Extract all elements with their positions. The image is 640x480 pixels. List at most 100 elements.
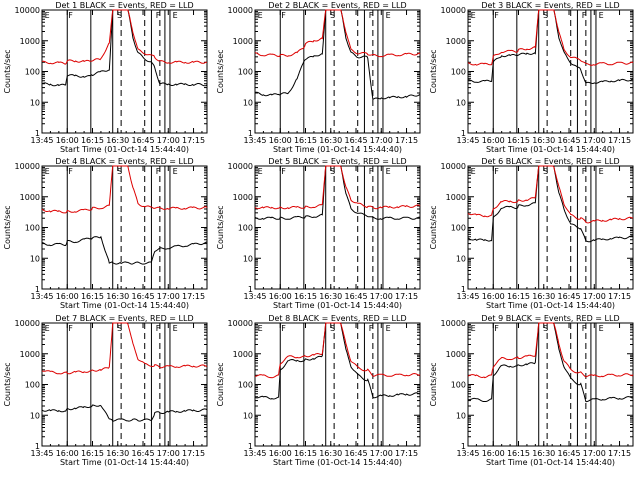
y-tick-label: 1000 <box>20 193 40 202</box>
x-tick-label: 16:15 <box>81 449 104 458</box>
y-tick-label: 10000 <box>15 319 40 328</box>
state-marker-label: F <box>68 324 73 333</box>
state-marker-label: F <box>281 324 286 333</box>
plot-frame <box>254 9 421 134</box>
chart-title: Det 4 BLACK = Events, RED = LLD <box>55 157 193 166</box>
y-axis-label: Counts/sec <box>3 362 12 406</box>
y-tick-label: 1000 <box>446 193 466 202</box>
state-marker-label: E <box>599 324 604 333</box>
chart-title: Det 7 BLACK = Events, RED = LLD <box>55 314 193 323</box>
y-tick-label: 10 <box>456 98 466 107</box>
x-tick-label: 16:30 <box>532 449 555 458</box>
x-tick-label: 16:45 <box>557 136 580 145</box>
series-lld-line <box>254 165 421 210</box>
x-tick-label: 17:15 <box>182 136 205 145</box>
y-tick-label: 10000 <box>228 319 253 328</box>
x-tick-label: 17:15 <box>395 449 418 458</box>
chart-panel-4: Det 4 BLACK = Events, RED = LLD 1 10 100 100… <box>3 157 208 310</box>
x-tick-label: 16:45 <box>344 136 367 145</box>
x-tick-label: 16:30 <box>319 292 342 301</box>
y-tick-label: 10 <box>243 254 253 263</box>
state-marker-label: E <box>386 324 391 333</box>
state-marker-label: F <box>494 11 499 20</box>
x-tick-label: 16:30 <box>106 136 129 145</box>
state-marker-label: F <box>156 167 161 176</box>
y-tick-label: 1000 <box>20 350 40 359</box>
x-tick-label: 16:00 <box>482 136 505 145</box>
x-tick-label: 17:00 <box>583 449 606 458</box>
y-axis-label: Counts/sec <box>3 49 12 93</box>
x-tick-label: 16:15 <box>294 136 317 145</box>
x-tick-label: 16:15 <box>81 292 104 301</box>
state-marker-label: F <box>582 324 587 333</box>
x-tick-label: 13:45 <box>30 292 53 301</box>
x-axis-label: Start Time (01-Oct-14 15:44:40) <box>273 458 402 467</box>
x-tick-label: 16:30 <box>532 292 555 301</box>
state-marker-label: E <box>386 11 391 20</box>
series-events-line <box>467 165 634 243</box>
x-axis-label: Start Time (01-Oct-14 15:44:40) <box>60 301 189 310</box>
series-lld-line <box>254 322 421 379</box>
state-marker-label: E <box>599 11 604 20</box>
chart-panel-6: Det 6 BLACK = Events, RED = LLD 1 10 100 100… <box>429 157 634 310</box>
y-tick-label: 100 <box>25 381 40 390</box>
series-events-line <box>41 235 208 265</box>
y-tick-label: 1000 <box>233 37 253 46</box>
y-tick-label: 1000 <box>20 37 40 46</box>
x-tick-label: 17:15 <box>608 449 631 458</box>
state-marker-label: F <box>68 11 73 20</box>
x-tick-label: 16:15 <box>507 292 530 301</box>
state-marker-label: F <box>494 167 499 176</box>
x-tick-label: 16:00 <box>269 449 292 458</box>
state-marker-label: S <box>330 11 335 20</box>
y-tick-label: 1 <box>35 129 40 138</box>
x-tick-label: 16:15 <box>81 136 104 145</box>
series-events-line <box>467 9 634 85</box>
y-tick-label: 100 <box>451 68 466 77</box>
x-tick-label: 16:30 <box>532 136 555 145</box>
state-marker-label: E <box>45 167 50 176</box>
y-tick-label: 100 <box>451 224 466 233</box>
state-marker-label: S <box>117 324 122 333</box>
x-tick-label: 16:15 <box>294 292 317 301</box>
x-tick-label: 17:15 <box>395 292 418 301</box>
y-tick-label: 100 <box>238 224 253 233</box>
state-marker-label: S <box>543 167 548 176</box>
series-lld-line <box>41 165 208 214</box>
y-tick-label: 1000 <box>233 193 253 202</box>
state-marker-label: F <box>369 324 374 333</box>
x-tick-label: 17:15 <box>182 449 205 458</box>
chart-title: Det 2 BLACK = Events, RED = LLD <box>268 1 406 10</box>
y-tick-label: 10000 <box>441 162 466 171</box>
y-axis-label: Counts/sec <box>216 362 225 406</box>
y-tick-label: 10000 <box>228 6 253 15</box>
state-marker-label: E <box>599 167 604 176</box>
chart-panel-3: Det 3 BLACK = Events, RED = LLD 1 10 100 100… <box>429 1 634 154</box>
chart-panel-1: Det 1 BLACK = Events, RED = LLD 1 10 100 100… <box>3 1 208 154</box>
state-marker-label: F <box>281 167 286 176</box>
state-marker-label: S <box>543 11 548 20</box>
chart-title: Det 5 BLACK = Events, RED = LLD <box>268 157 406 166</box>
series-events-line <box>41 9 208 87</box>
y-tick-label: 10 <box>243 98 253 107</box>
x-tick-label: 17:15 <box>608 292 631 301</box>
series-lld-line <box>467 165 634 224</box>
y-tick-label: 100 <box>25 68 40 77</box>
state-marker-label: E <box>471 324 476 333</box>
chart-title: Det 9 BLACK = Events, RED = LLD <box>481 314 619 323</box>
y-tick-label: 1 <box>461 129 466 138</box>
x-tick-label: 16:45 <box>557 449 580 458</box>
x-axis-label: Start Time (01-Oct-14 15:44:40) <box>273 301 402 310</box>
x-tick-label: 16:00 <box>56 449 79 458</box>
y-axis-label: Counts/sec <box>429 49 438 93</box>
state-marker-label: S <box>117 167 122 176</box>
y-tick-label: 10000 <box>441 319 466 328</box>
plot-frame <box>41 165 208 290</box>
state-marker-label: E <box>471 167 476 176</box>
state-marker-label: S <box>543 324 548 333</box>
x-tick-label: 17:15 <box>182 292 205 301</box>
y-tick-label: 100 <box>25 224 40 233</box>
state-marker-label: F <box>68 167 73 176</box>
x-tick-label: 13:45 <box>243 136 266 145</box>
